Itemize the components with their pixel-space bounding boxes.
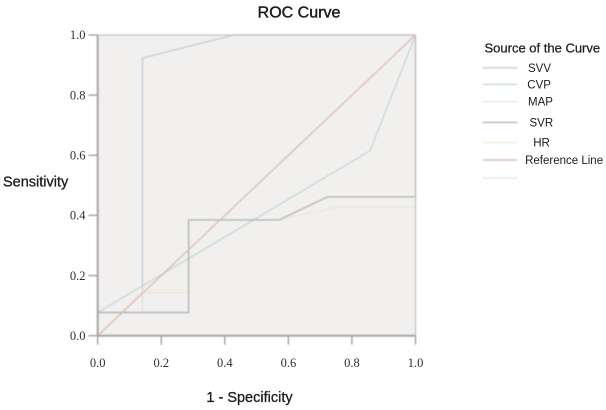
- svg-text:0.6: 0.6: [281, 356, 297, 370]
- svg-text:ROC Curve: ROC Curve: [258, 5, 341, 22]
- svg-text:Source of the Curve: Source of the Curve: [485, 41, 601, 56]
- svg-text:0.4: 0.4: [217, 356, 233, 370]
- svg-text:0.0: 0.0: [70, 329, 86, 343]
- svg-text:Sensitivity: Sensitivity: [3, 175, 69, 191]
- svg-text:0.6: 0.6: [70, 149, 86, 163]
- svg-text:0.8: 0.8: [344, 356, 360, 370]
- svg-text:0.0: 0.0: [90, 356, 106, 370]
- svg-text:0.2: 0.2: [153, 356, 169, 370]
- svg-text:0.2: 0.2: [70, 269, 86, 283]
- svg-text:SVV: SVV: [528, 63, 551, 75]
- svg-text:0.4: 0.4: [70, 209, 86, 223]
- svg-text:1.0: 1.0: [70, 28, 86, 42]
- svg-text:HR: HR: [533, 138, 550, 150]
- svg-text:MAP: MAP: [528, 96, 553, 108]
- svg-text:CVP: CVP: [527, 79, 551, 91]
- svg-text:Reference Line: Reference Line: [525, 155, 603, 167]
- svg-text:1 - Specificity: 1 - Specificity: [206, 390, 293, 406]
- svg-text:0.8: 0.8: [70, 88, 86, 102]
- svg-text:SVR: SVR: [530, 117, 554, 129]
- svg-text:1.0: 1.0: [408, 356, 424, 370]
